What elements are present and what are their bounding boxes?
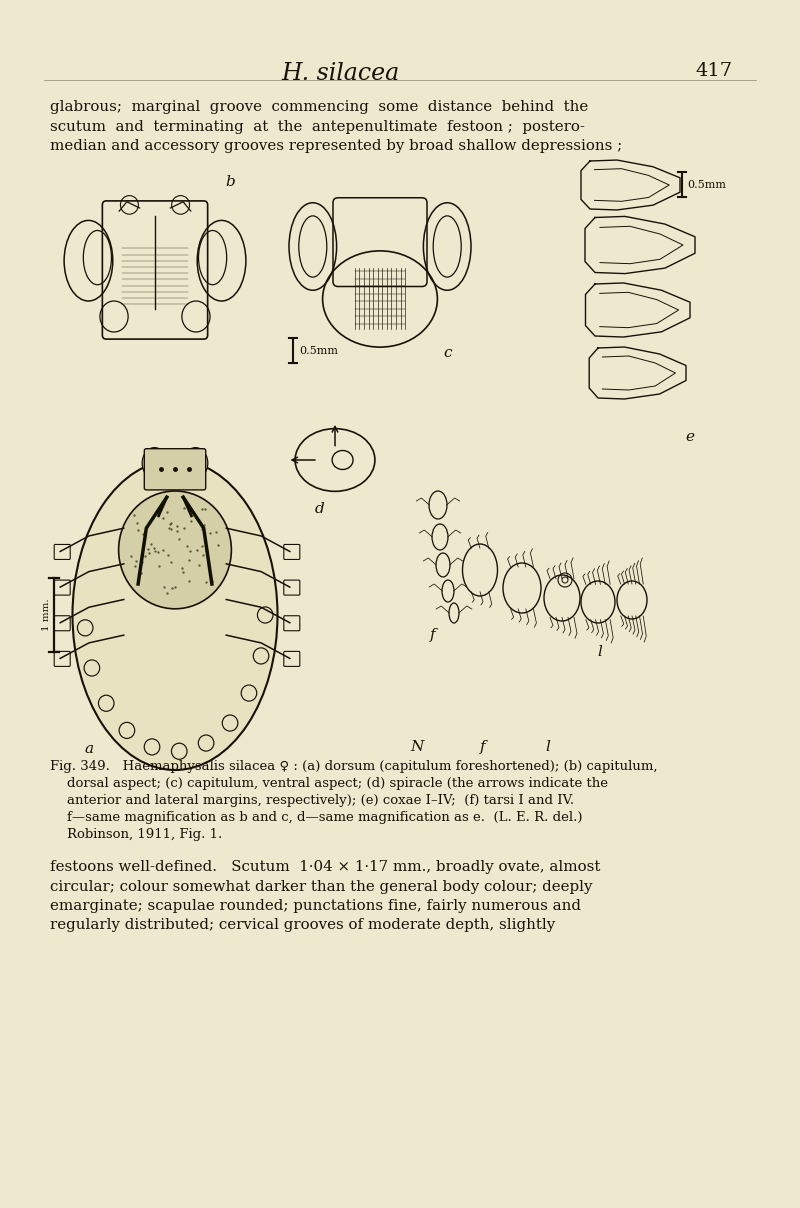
Text: 1 mm.: 1 mm. bbox=[42, 599, 51, 632]
Text: regularly distributed; cervical grooves of moderate depth, slightly: regularly distributed; cervical grooves … bbox=[50, 918, 555, 933]
Text: l: l bbox=[598, 645, 602, 660]
Ellipse shape bbox=[183, 448, 208, 478]
Text: 0.5mm: 0.5mm bbox=[687, 180, 726, 190]
Text: e: e bbox=[685, 430, 694, 445]
Text: a: a bbox=[84, 742, 94, 756]
Text: f—same magnification as b and c, d—same magnification as e.  (L. E. R. del.): f—same magnification as b and c, d—same … bbox=[50, 811, 582, 824]
Text: b: b bbox=[226, 175, 235, 190]
Text: l: l bbox=[546, 741, 550, 754]
Text: festoons well-defined.   Scutum  1·04 × 1·17 mm., broadly ovate, almost: festoons well-defined. Scutum 1·04 × 1·1… bbox=[50, 860, 600, 875]
Text: 0.5mm: 0.5mm bbox=[299, 345, 338, 355]
Text: f: f bbox=[430, 628, 436, 641]
Text: glabrous;  marginal  groove  commencing  some  distance  behind  the: glabrous; marginal groove commencing som… bbox=[50, 100, 588, 114]
Text: Robinson, 1911, Fig. 1.: Robinson, 1911, Fig. 1. bbox=[50, 827, 222, 841]
Text: d: d bbox=[315, 503, 325, 516]
Text: f: f bbox=[480, 741, 486, 754]
Text: scutum  and  terminating  at  the  antepenultimate  festoon ;  postero-: scutum and terminating at the antepenult… bbox=[50, 120, 585, 134]
Text: anterior and lateral margins, respectively); (e) coxae I–IV;  (f) tarsi I and IV: anterior and lateral margins, respective… bbox=[50, 794, 574, 807]
Text: c: c bbox=[443, 347, 451, 360]
Text: Fig. 349.   Haemaphysalis silacea ♀ : (a) dorsum (capitulum foreshortened); (b) : Fig. 349. Haemaphysalis silacea ♀ : (a) … bbox=[50, 760, 658, 773]
Ellipse shape bbox=[142, 448, 167, 478]
Text: N: N bbox=[410, 741, 424, 754]
Text: circular; colour somewhat darker than the general body colour; deeply: circular; colour somewhat darker than th… bbox=[50, 879, 593, 894]
Text: median and accessory grooves represented by broad shallow depressions ;: median and accessory grooves represented… bbox=[50, 139, 622, 153]
Ellipse shape bbox=[118, 490, 231, 609]
Text: emarginate; scapulae rounded; punctations fine, fairly numerous and: emarginate; scapulae rounded; punctation… bbox=[50, 899, 581, 913]
FancyBboxPatch shape bbox=[144, 448, 206, 490]
Text: 417: 417 bbox=[695, 62, 732, 80]
Text: H. silacea: H. silacea bbox=[281, 62, 399, 85]
Text: dorsal aspect; (c) capitulum, ventral aspect; (d) spiracle (the arrows indicate : dorsal aspect; (c) capitulum, ventral as… bbox=[50, 777, 608, 790]
Ellipse shape bbox=[73, 460, 278, 769]
